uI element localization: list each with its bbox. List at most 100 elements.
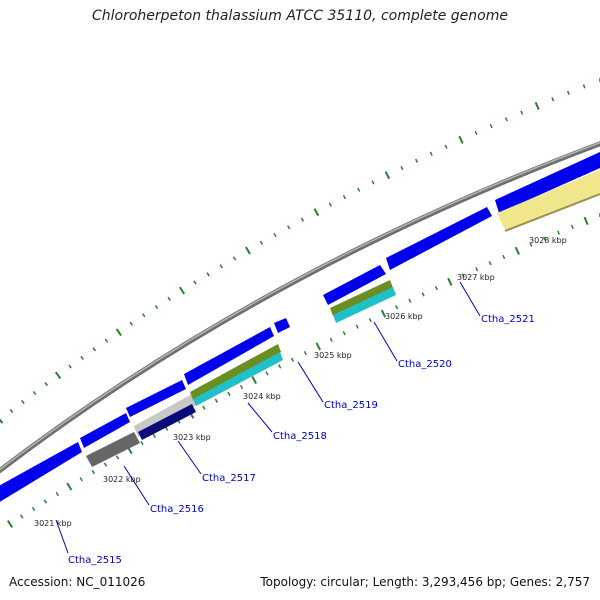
gene-bar-khaki[interactable] xyxy=(497,170,600,230)
kbp-label: 3028 kbp xyxy=(529,236,567,245)
connector-line xyxy=(177,440,202,475)
tick-mark xyxy=(534,101,540,111)
tick-mark xyxy=(9,408,14,413)
gene-label-ctha-2520[interactable]: Ctha_2520 xyxy=(398,359,452,370)
tick-mark xyxy=(273,232,277,238)
tick-mark xyxy=(357,187,361,192)
tick-mark xyxy=(179,286,186,295)
tick-mark xyxy=(557,230,560,235)
tick-mark xyxy=(329,337,333,342)
tick-mark xyxy=(384,171,391,180)
tick-mark xyxy=(44,382,49,387)
tick-mark xyxy=(415,158,419,163)
gene-bar-cyan[interactable] xyxy=(193,352,283,406)
tick-mark xyxy=(193,280,197,285)
tick-mark xyxy=(6,520,14,528)
tick-mark xyxy=(129,321,134,326)
gene-label-ctha-2521[interactable]: Ctha_2521 xyxy=(481,314,535,325)
tick-mark xyxy=(475,267,479,272)
gene-label-ctha-2519[interactable]: Ctha_2519 xyxy=(324,400,378,411)
tick-mark xyxy=(202,405,206,410)
tick-mark xyxy=(543,236,547,241)
tick-mark xyxy=(142,313,146,318)
tick-mark xyxy=(328,202,332,207)
tick-mark xyxy=(31,506,36,512)
gene-arrow[interactable] xyxy=(386,207,492,270)
gene-arrow[interactable] xyxy=(80,413,130,448)
gene-arrow[interactable] xyxy=(184,327,274,385)
tick-mark xyxy=(447,277,453,286)
gene-bar-olive[interactable] xyxy=(190,344,281,400)
genome-backbone-highlight xyxy=(0,141,600,471)
tick-mark xyxy=(32,390,37,396)
tick-mark xyxy=(245,246,251,255)
tick-mark xyxy=(239,384,244,390)
tick-mark xyxy=(278,364,282,369)
gene-bar-navy[interactable] xyxy=(138,404,196,440)
tick-mark xyxy=(104,338,109,343)
genome-title: Chloroherpeton thalassium ATCC 35110, co… xyxy=(92,8,508,24)
gene-arrow[interactable] xyxy=(274,318,290,333)
forward-strand-genes xyxy=(0,152,600,503)
gene-bar-olive[interactable] xyxy=(330,280,393,316)
tick-mark xyxy=(520,110,524,115)
gene-label-ctha-2516[interactable]: Ctha_2516 xyxy=(150,504,204,515)
tick-mark xyxy=(92,347,97,352)
tick-mark xyxy=(368,317,372,323)
gene-arrow[interactable] xyxy=(323,265,386,305)
tick-mark xyxy=(315,342,321,351)
reverse-strand-genes xyxy=(86,170,600,467)
tick-mark xyxy=(206,272,210,277)
tick-mark xyxy=(380,309,387,318)
tick-mark xyxy=(582,84,586,89)
gene-label-ctha-2515[interactable]: Ctha_2515 xyxy=(68,555,122,566)
tick-mark xyxy=(154,304,159,310)
gene-label-ctha-2517[interactable]: Ctha_2517 xyxy=(202,473,256,484)
gene-arrow[interactable] xyxy=(495,152,600,213)
tick-mark xyxy=(303,350,307,356)
kbp-label: 3027 kbp xyxy=(457,273,495,282)
connector-line xyxy=(247,402,273,433)
tick-mark xyxy=(300,217,305,222)
tick-mark xyxy=(488,261,492,266)
topology-label: Topology: circular; Length: 3,293,456 bp… xyxy=(260,575,590,589)
tick-mark xyxy=(408,298,412,303)
tick-mark xyxy=(43,499,48,504)
tick-mark xyxy=(514,246,520,255)
gene-bar-gray[interactable] xyxy=(86,432,140,467)
tick-mark xyxy=(79,477,83,482)
tick-mark xyxy=(342,331,346,336)
tick-mark xyxy=(115,455,120,460)
gene-label-ctha-2518[interactable]: Ctha_2518 xyxy=(273,431,327,442)
connector-line xyxy=(373,321,398,362)
tick-mark xyxy=(91,469,96,475)
tick-mark xyxy=(103,462,108,467)
tick-mark xyxy=(214,398,219,403)
gene-bar-cyan[interactable] xyxy=(333,287,396,323)
tick-mark xyxy=(251,376,257,385)
connector-line xyxy=(297,361,324,403)
tick-mark xyxy=(395,305,399,310)
tick-mark xyxy=(20,514,24,519)
gene-arrow[interactable] xyxy=(0,442,82,503)
tick-mark xyxy=(140,440,144,446)
tick-mark xyxy=(265,371,269,376)
tick-mark xyxy=(54,371,62,380)
tick-mark xyxy=(489,123,493,129)
genome-backbone xyxy=(0,141,600,474)
tick-mark xyxy=(444,144,448,149)
tick-mark xyxy=(583,216,589,225)
tick-mark xyxy=(570,224,574,229)
tick-mark xyxy=(287,225,291,230)
tick-mark xyxy=(219,264,223,269)
gene-arrow[interactable] xyxy=(126,380,186,417)
tick-mark xyxy=(66,482,73,491)
tick-mark xyxy=(342,195,347,200)
tick-mark xyxy=(80,355,84,360)
outer-tick-track xyxy=(0,78,600,424)
tick-mark xyxy=(152,433,156,438)
tick-mark xyxy=(115,328,122,337)
kbp-label: 3021 kbp xyxy=(34,519,72,528)
tick-mark xyxy=(551,97,555,102)
